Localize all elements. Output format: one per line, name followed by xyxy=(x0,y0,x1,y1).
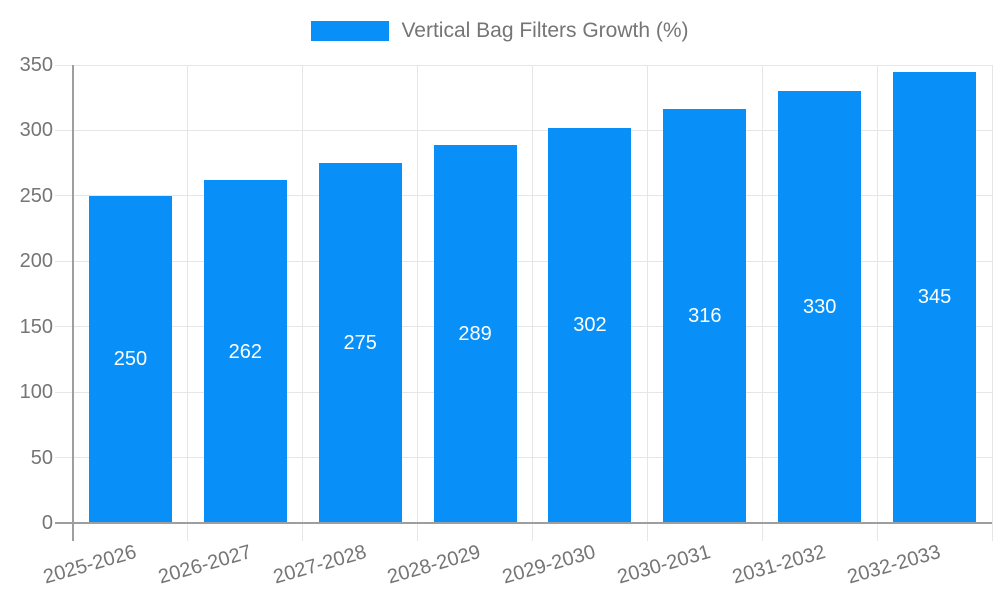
bar[interactable] xyxy=(203,180,287,523)
y-gridline xyxy=(55,129,992,131)
x-axis-line xyxy=(55,522,992,524)
bar[interactable] xyxy=(893,71,977,523)
x-tick-label: 2028-2029 xyxy=(385,540,484,589)
x-tick-label: 2032-2033 xyxy=(844,540,943,589)
bar-value-label: 250 xyxy=(113,348,148,371)
y-gridline xyxy=(55,326,992,328)
y-gridline xyxy=(55,195,992,197)
y-axis-line xyxy=(72,65,74,541)
x-gridline xyxy=(876,65,878,541)
x-tick-label: 2027-2028 xyxy=(270,540,369,589)
bar[interactable] xyxy=(663,109,747,523)
x-gridline xyxy=(187,65,189,541)
x-tick-label: 2025-2026 xyxy=(40,540,139,589)
y-gridline xyxy=(55,260,992,262)
y-tick-label: 200 xyxy=(19,250,53,273)
bar[interactable] xyxy=(778,91,862,523)
x-tick-label: 2029-2030 xyxy=(500,540,599,589)
bar-value-label: 262 xyxy=(228,340,262,363)
bar[interactable] xyxy=(88,195,172,523)
bar[interactable] xyxy=(548,127,632,523)
bar-value-label: 316 xyxy=(688,305,722,328)
bar-value-label: 302 xyxy=(573,314,607,337)
y-gridline xyxy=(55,64,992,66)
x-gridline xyxy=(761,65,763,541)
legend[interactable]: Vertical Bag Filters Growth (%) xyxy=(0,19,1000,43)
y-tick-label: 350 xyxy=(19,54,53,76)
x-tick-label: 2031-2032 xyxy=(730,540,829,589)
y-tick-label: 100 xyxy=(19,381,53,404)
x-tick-label: 2026-2027 xyxy=(155,540,254,589)
legend-label: Vertical Bag Filters Growth (%) xyxy=(401,19,689,42)
y-tick-label: 0 xyxy=(41,512,53,534)
y-tick-label: 150 xyxy=(19,315,53,338)
y-tick-label: 50 xyxy=(30,446,53,469)
y-gridline xyxy=(55,391,992,393)
x-gridline xyxy=(532,65,533,541)
legend-swatch xyxy=(311,21,390,41)
bar-value-label: 330 xyxy=(803,296,837,319)
x-gridline xyxy=(991,65,993,541)
x-gridline xyxy=(646,65,648,541)
x-gridline xyxy=(302,65,304,541)
bar-value-label: 289 xyxy=(458,322,492,345)
x-gridline xyxy=(417,65,419,541)
y-tick-label: 250 xyxy=(19,184,53,207)
bar[interactable] xyxy=(433,144,517,523)
bar-value-label: 275 xyxy=(343,332,377,355)
x-tick-label: 2030-2031 xyxy=(615,540,714,589)
bar-value-label: 345 xyxy=(917,286,952,309)
y-tick-label: 300 xyxy=(19,119,53,142)
y-gridline xyxy=(55,457,992,459)
bar[interactable] xyxy=(318,163,402,523)
